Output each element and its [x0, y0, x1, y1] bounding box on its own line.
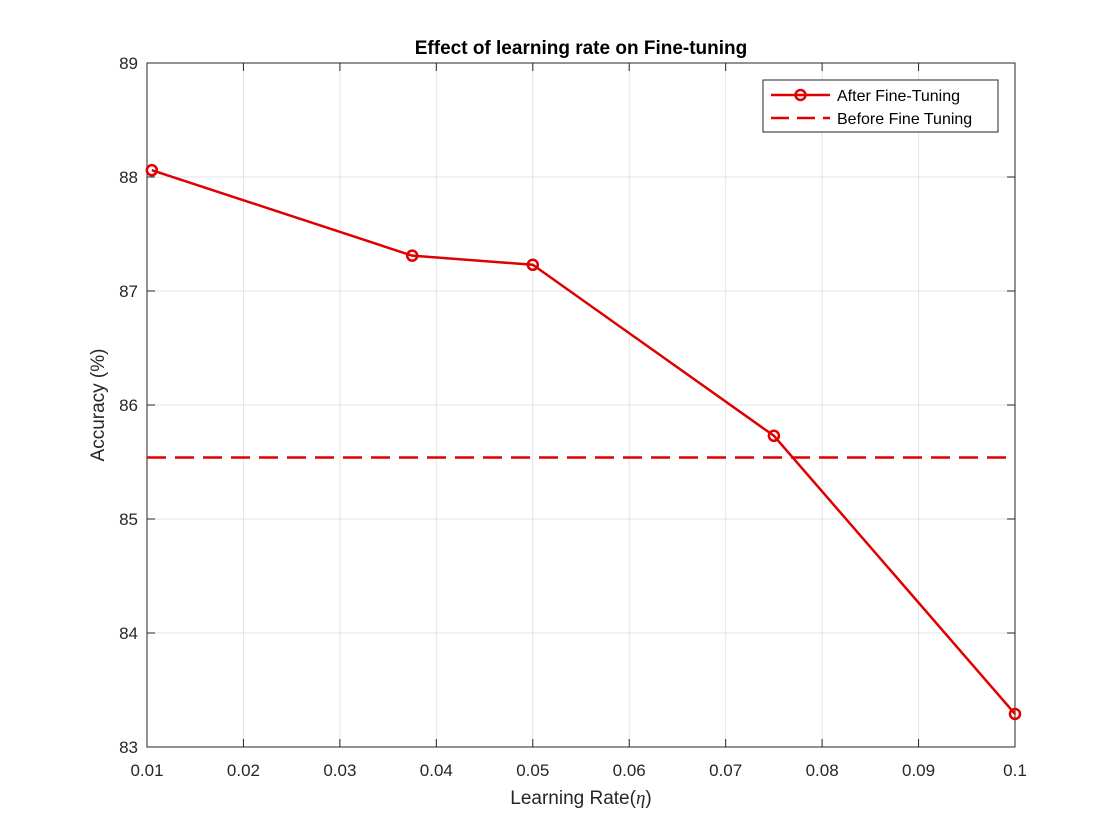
series [145, 163, 1022, 721]
y-tick-label-0: 83 [119, 738, 138, 757]
legend-marker-after-fine-tuning [794, 88, 807, 102]
y-axis-title: Accuracy (%) [88, 349, 109, 462]
data-point-after-fine-tuning-4 [1008, 707, 1022, 721]
legend-box [762, 79, 999, 133]
y-tick-label-1: 84 [119, 624, 138, 643]
y-tick-label-5: 88 [119, 168, 138, 187]
legend: After Fine-Tuning Before Fine Tuning [762, 79, 999, 133]
y-tick-label-6: 89 [119, 54, 138, 73]
chart-title: Effect of learning rate on Fine-tuning [415, 38, 748, 59]
x-tick-label-3: 0.04 [420, 761, 453, 780]
x-tick-label-1: 0.02 [227, 761, 260, 780]
y-tick-label-3: 86 [119, 396, 138, 415]
x-tick-label-6: 0.07 [709, 761, 742, 780]
x-axis-title-main: Learning Rate( [510, 788, 636, 809]
data-point-after-fine-tuning-0 [145, 163, 159, 177]
tick-labels: 0.01 0.02 0.03 0.04 0.05 0.06 0.07 0.08 0.09 0.1 8… [119, 54, 1027, 780]
x-axis-title-symbol: η [636, 788, 645, 809]
x-tick-label-8: 0.09 [902, 761, 935, 780]
y-tick-label-2: 85 [119, 510, 138, 529]
axes [146, 62, 1016, 748]
data-point-after-fine-tuning-1 [405, 249, 419, 262]
x-tick-label-7: 0.08 [806, 761, 839, 780]
legend-label-before-fine-tuning: Before Fine Tuning [837, 111, 972, 128]
y-tick-label-4: 87 [119, 282, 138, 301]
x-tick-label-4: 0.05 [516, 761, 549, 780]
data-point-after-fine-tuning-2 [526, 258, 540, 272]
x-tick-label-9: 0.1 [1003, 761, 1027, 780]
data-point-after-fine-tuning-3 [767, 429, 781, 443]
x-tick-label-0: 0.01 [130, 761, 163, 780]
x-axis-title-close: ) [645, 788, 651, 809]
legend-label-after-fine-tuning: After Fine-Tuning [837, 88, 960, 105]
x-axis-title: Learning Rate(η) [510, 788, 651, 809]
series-line-after-fine-tuning [151, 168, 1016, 715]
x-tick-label-2: 0.03 [323, 761, 356, 780]
x-tick-label-5: 0.06 [613, 761, 646, 780]
